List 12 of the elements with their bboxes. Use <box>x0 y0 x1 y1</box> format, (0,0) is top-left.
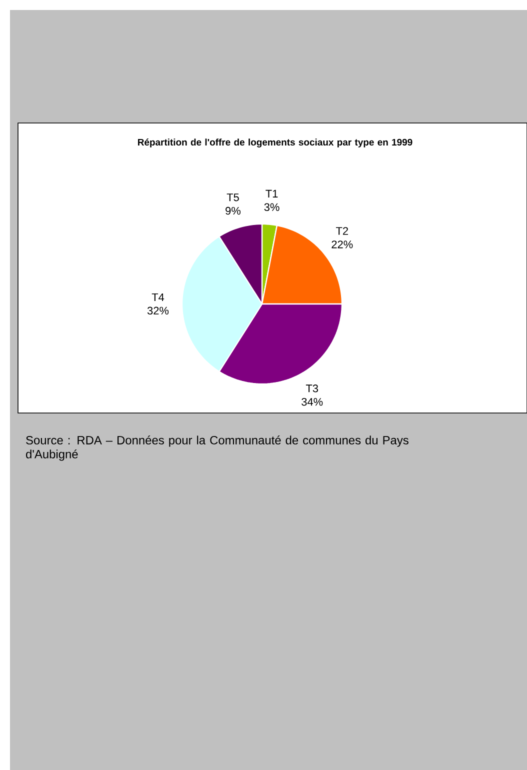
slice-label: T3 <box>306 384 318 392</box>
slice-label: T4 <box>152 293 164 301</box>
data-label: 22% <box>332 240 353 248</box>
data-label: 9% <box>225 206 240 215</box>
chart-title: Répartition de l'offre de logements sociaux par type en 1999 <box>138 138 412 148</box>
slice-label: T1 <box>265 190 278 198</box>
slice-label: T5 <box>226 194 239 202</box>
data-label: 34% <box>301 398 322 406</box>
slice-label: T2 <box>336 227 348 235</box>
data-label: 3% <box>264 203 280 211</box>
source-note: Source : RDA – Données pour la Communauté de communes du Pays d'Aubigné <box>26 436 408 461</box>
data-label: 32% <box>147 306 168 315</box>
